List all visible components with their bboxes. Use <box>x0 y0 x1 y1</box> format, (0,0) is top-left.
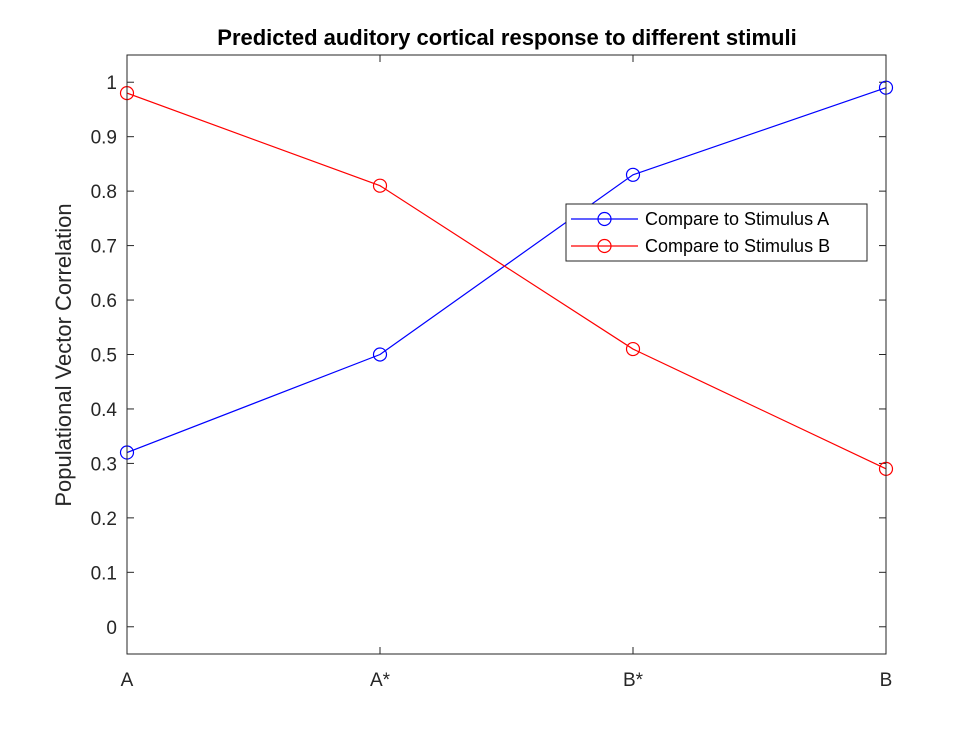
y-tick-label: 0.6 <box>91 291 117 312</box>
y-tick-label: 0.2 <box>91 509 117 530</box>
y-tick-label: 0 <box>106 618 117 639</box>
legend-entry-label: Compare to Stimulus A <box>645 209 829 229</box>
axis-ticks: 0 0.1 0.2 0.3 0.4 0.5 0.6 0.7 0.8 0.9 1 A A* B* B <box>91 55 893 691</box>
x-tick-label: A* <box>370 670 391 691</box>
x-tick-label: B* <box>623 670 644 691</box>
y-tick-label: 0.3 <box>91 454 117 475</box>
data-point-marker <box>372 178 388 193</box>
y-tick-label: 0.7 <box>91 237 117 258</box>
data-point-marker <box>625 167 641 182</box>
legend-entry-label: Compare to Stimulus B <box>645 236 830 256</box>
y-tick-label: 0.8 <box>91 182 117 203</box>
x-tick-label: A <box>121 670 134 691</box>
data-point-marker <box>625 341 641 357</box>
y-axis-label: Populational Vector Correlation <box>51 203 76 506</box>
plot-area <box>127 55 886 654</box>
y-tick-label: 0.9 <box>91 128 117 149</box>
legend-marker-sample <box>597 211 612 227</box>
series-line-stimulus-b <box>126 92 887 470</box>
x-tick-label: B <box>880 670 893 691</box>
legend: Compare to Stimulus A Compare to Stimulus… <box>565 203 868 262</box>
series-line-stimulus-a <box>126 87 887 454</box>
y-tick-label: 0.1 <box>91 563 117 584</box>
axes-box <box>126 54 887 655</box>
legend-box <box>565 203 868 262</box>
chart-title: Predicted auditory cortical response to … <box>217 25 796 50</box>
data-point-marker <box>372 347 388 362</box>
y-tick-label: 1 <box>106 73 117 94</box>
legend-marker-sample <box>597 238 612 254</box>
y-tick-label: 0.5 <box>91 346 117 367</box>
y-tick-label: 0.4 <box>91 400 118 421</box>
